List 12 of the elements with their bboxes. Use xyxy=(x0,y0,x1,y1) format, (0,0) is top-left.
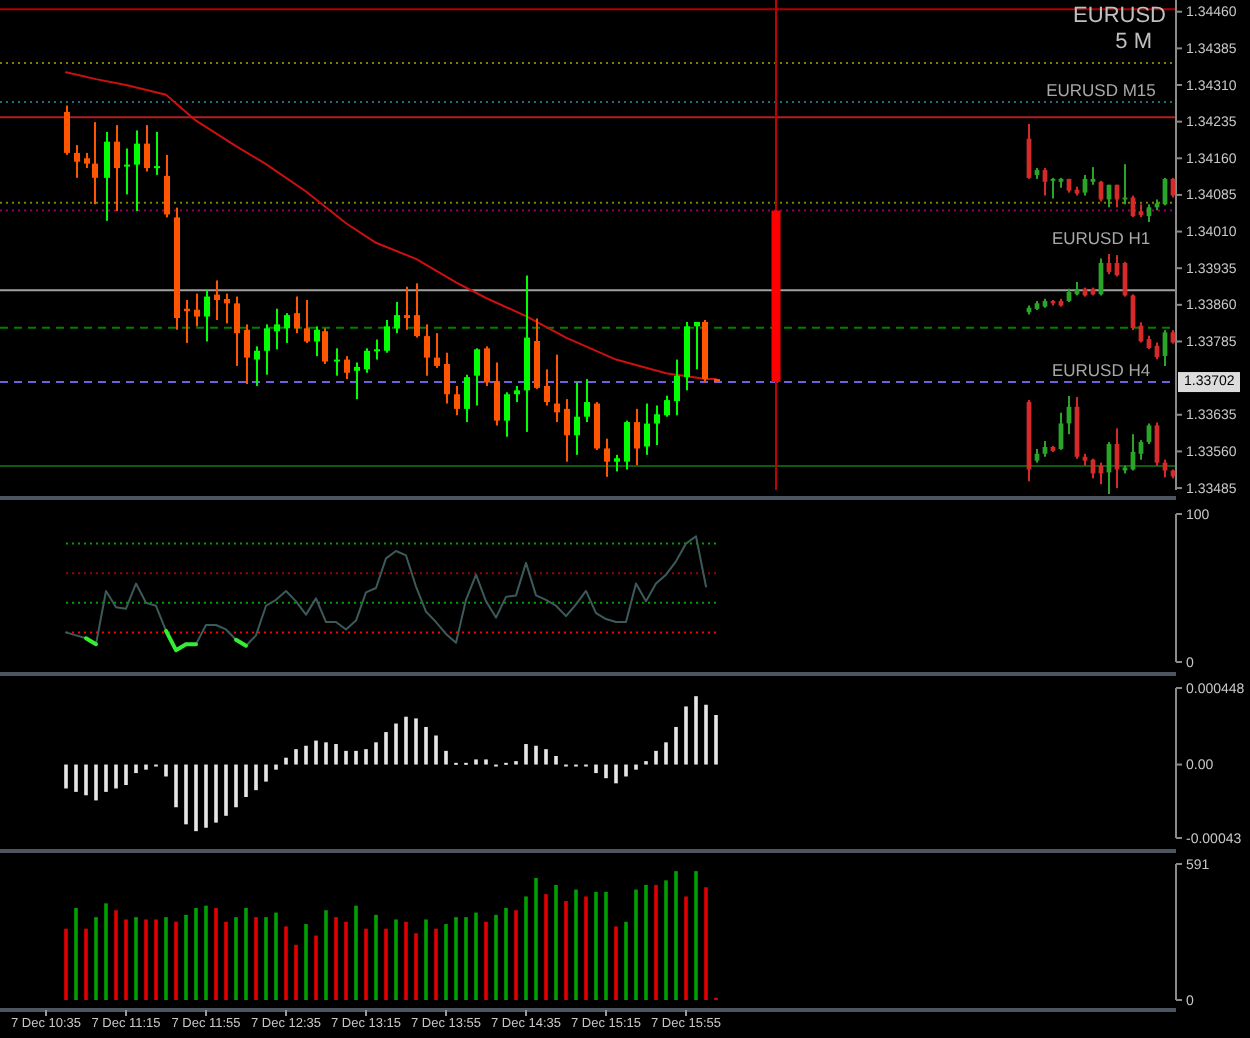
chart-title: EURUSD M15 xyxy=(1046,80,1157,100)
candlestick xyxy=(404,286,410,330)
chart-title: EURUSD H4 xyxy=(1051,360,1151,380)
chart-title: EURUSD H1 xyxy=(1051,228,1151,248)
candlestick xyxy=(354,362,360,400)
candlestick xyxy=(374,339,380,360)
candlestick xyxy=(124,148,130,195)
candlestick xyxy=(154,131,160,175)
candlestick xyxy=(694,321,700,370)
text: 5 M xyxy=(1115,30,1152,54)
chart-title: EURUSD xyxy=(1073,4,1167,28)
candlestick xyxy=(334,348,340,376)
